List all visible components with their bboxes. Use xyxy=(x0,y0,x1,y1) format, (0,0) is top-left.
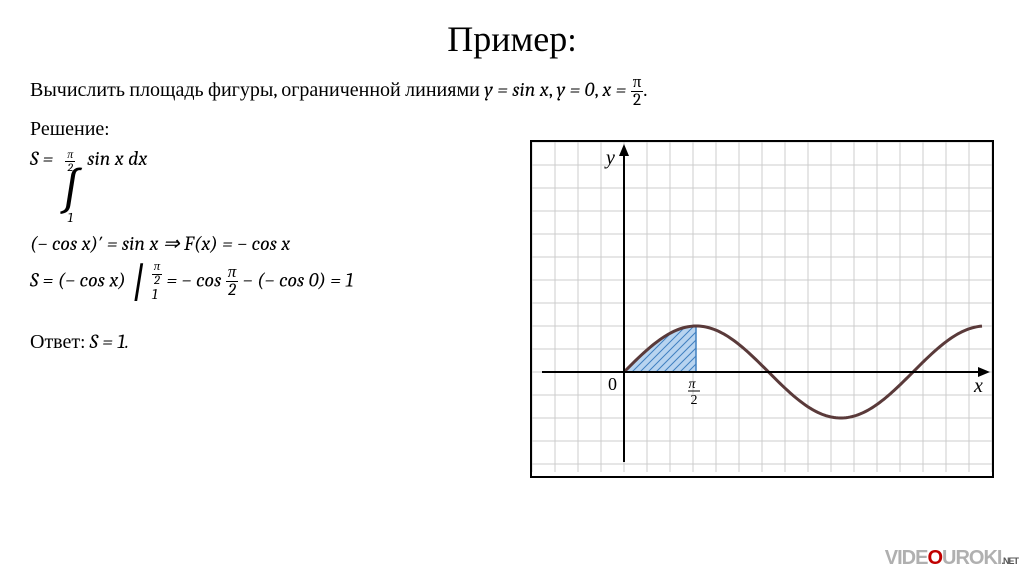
problem-statement: Вычислить площадь фигуры, ограниченной л… xyxy=(0,60,1024,109)
integral-sign: π2 ∫ 1 xyxy=(62,149,79,225)
solution-label: Решение: xyxy=(0,109,1024,141)
equation-1: y = sin x xyxy=(484,78,549,101)
svg-text:2: 2 xyxy=(691,393,698,408)
sine-chart: y x 0 π2 xyxy=(530,140,994,478)
problem-text: Вычислить площадь фигуры, ограниченной л… xyxy=(30,78,484,101)
equation-2: y = 0 xyxy=(557,78,595,101)
svg-text:0: 0 xyxy=(608,374,617,394)
page-title: Пример: xyxy=(0,0,1024,60)
svg-text:π: π xyxy=(688,377,696,392)
watermark: VIDEOUROKI.NET xyxy=(885,547,1018,570)
eval-limits: π2 1 xyxy=(152,261,162,303)
equation-3-lhs: x = xyxy=(602,78,630,101)
svg-text:y: y xyxy=(604,147,615,169)
equation-3-fraction: π2 xyxy=(631,74,644,109)
chart-svg: y x 0 π2 xyxy=(532,142,992,472)
eval-bar: | xyxy=(132,271,145,292)
cos-arg-fraction: π2 xyxy=(226,264,239,299)
svg-text:x: x xyxy=(973,375,983,397)
